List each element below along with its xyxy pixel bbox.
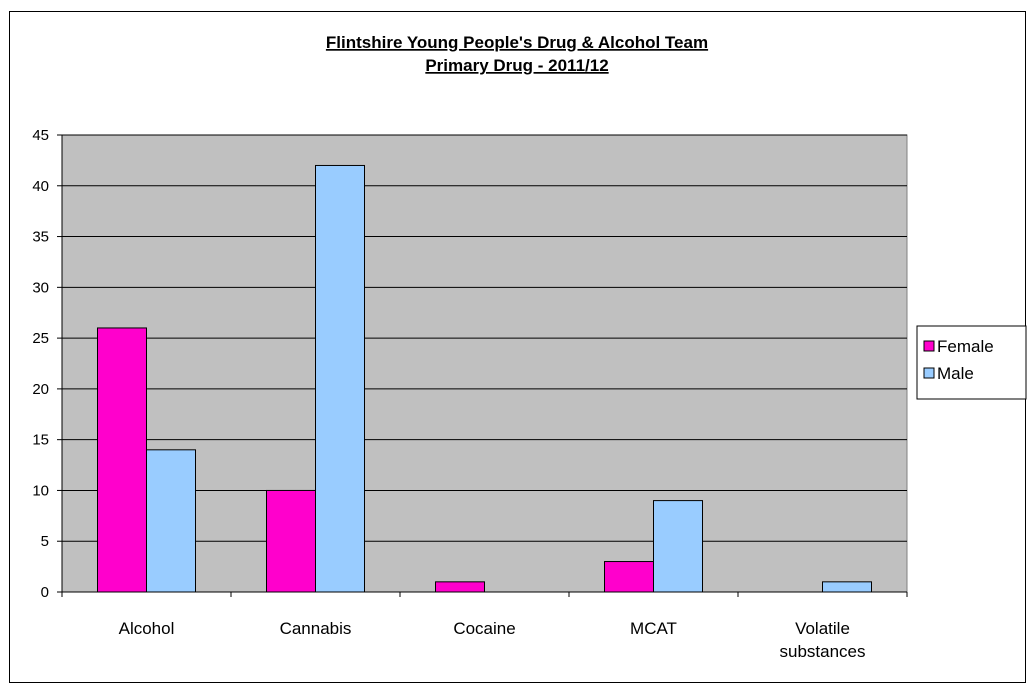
legend-label-female: Female (937, 337, 994, 356)
y-tick-label: 30 (32, 279, 49, 296)
chart-title-line-1: Flintshire Young People's Drug & Alcohol… (326, 33, 708, 52)
bar-female (97, 327, 147, 593)
chart-title-line-2: Primary Drug - 2011/12 (425, 56, 608, 75)
plot-background (61, 134, 908, 593)
y-tick-label: 0 (41, 584, 49, 601)
x-category-label: Cannabis (280, 619, 352, 638)
y-tick-label: 20 (32, 381, 49, 398)
x-category-label: substances (780, 642, 866, 661)
legend-box (916, 325, 1027, 400)
legend-label-male: Male (937, 364, 974, 383)
y-tick-label: 15 (32, 432, 49, 449)
bar-male (315, 164, 365, 593)
bar-female (266, 489, 316, 593)
legend-swatch-female (923, 340, 935, 352)
bar-female (435, 581, 485, 593)
legend-swatch-male (923, 367, 935, 379)
y-tick-label: 10 (32, 482, 49, 499)
x-category-label: MCAT (630, 619, 677, 638)
y-tick-label: 25 (32, 330, 49, 347)
bar-male (653, 500, 703, 593)
bar-male (822, 581, 872, 593)
x-category-label: Volatile (795, 619, 850, 638)
x-category-label: Alcohol (119, 619, 175, 638)
bar-female (604, 561, 654, 593)
bar-male (146, 449, 196, 593)
y-tick-label: 40 (32, 178, 49, 195)
legend: Female Male (916, 325, 1027, 400)
plot-area: 0 5 10 15 20 25 30 35 40 45 Alcohol Cannabis Cocaine… (32, 127, 908, 661)
y-tick-label: 45 (32, 127, 49, 144)
y-tick-label: 5 (41, 533, 49, 550)
x-category-label: Cocaine (453, 619, 515, 638)
y-tick-label: 35 (32, 229, 49, 246)
